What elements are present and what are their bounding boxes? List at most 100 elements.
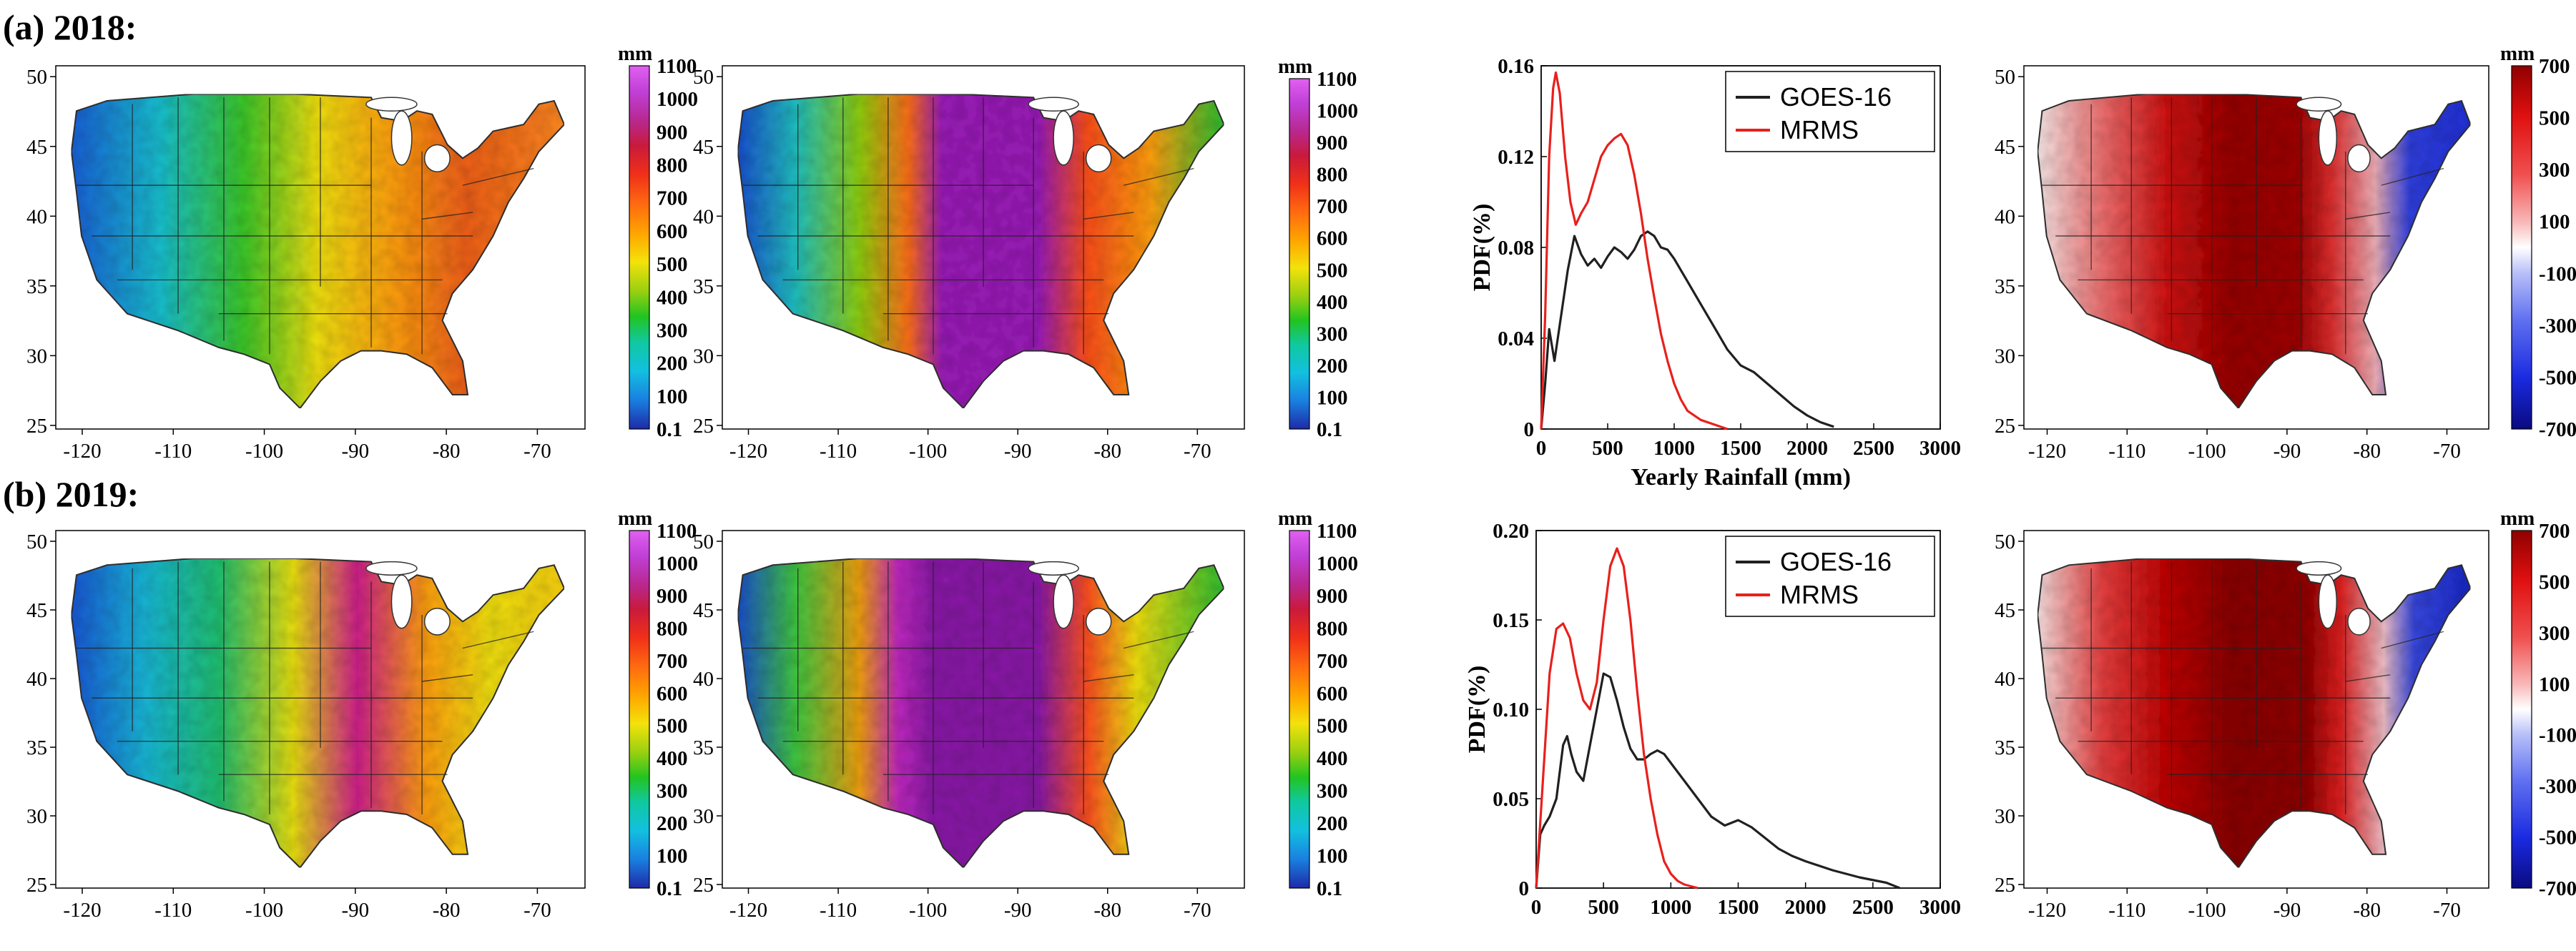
lon-tick-label: -120 (729, 440, 767, 463)
lon-tick-label: -80 (2353, 440, 2381, 463)
colorbar-label: 100 (2539, 673, 2570, 696)
state-border (1083, 212, 1134, 220)
colorbar-label: 900 (657, 121, 688, 144)
lake-huron (2347, 607, 2371, 636)
colorbar-unit: mm (618, 42, 652, 65)
lon-tick-label: -70 (523, 440, 551, 463)
colorbar-gradient (1289, 78, 1310, 430)
colorbar-label: 700 (2539, 55, 2570, 78)
colorbar-label: 500 (657, 253, 688, 276)
lon-tick-label: -110 (154, 440, 192, 463)
lat-tick-label: 50 (26, 531, 47, 553)
lat-tick-label: 40 (1995, 205, 2015, 228)
colorbar-gradient (629, 530, 650, 889)
state-border (1124, 631, 1194, 649)
colorbar-label: 200 (657, 353, 688, 375)
lon-tick-label: -80 (433, 899, 461, 922)
lake-superior (365, 561, 418, 576)
lon-tick-label: -70 (1184, 899, 1211, 922)
state-border (421, 212, 473, 220)
map-2019-mrms: -120 -110 -100 -90 -80 -70 50 45 40 35 30 25 (693, 530, 1245, 922)
lon-tick-label: -120 (63, 440, 101, 463)
legend-entry: MRMS (1780, 115, 1859, 144)
colorbar-label: 400 (657, 747, 688, 770)
colorbar-label: -500 (2539, 827, 2576, 849)
colorbar-label: -100 (2539, 724, 2576, 747)
colorbar-label: 900 (1317, 132, 1348, 154)
lat-tick-label: 45 (26, 599, 47, 622)
colorbar-label: 100 (1317, 845, 1348, 868)
colorbar-label: 1100 (1317, 68, 1357, 91)
y-tick-label: 0.12 (1498, 146, 1534, 169)
colorbar-label: 300 (657, 780, 688, 803)
colorbar-label: 700 (657, 187, 688, 210)
colorbar-label: 1000 (657, 552, 698, 575)
lon-tick-label: -120 (63, 899, 101, 922)
colorbar-unit: mm (2500, 42, 2535, 65)
conus-field (70, 558, 566, 869)
lake-superior (2296, 97, 2342, 112)
state-border (1124, 167, 1194, 186)
map-2018-goes16: -120 -110 -100 -90 -80 -70 50 45 40 35 30 25 (26, 65, 586, 463)
colorbar-label: 1000 (657, 88, 698, 111)
lake-michigan (1053, 574, 1074, 629)
colorbar-label: 100 (2539, 211, 2570, 234)
y-axis-label: PDF(%) (1469, 204, 1495, 292)
lake-michigan (1053, 110, 1074, 166)
colorbar-label: 100 (1317, 386, 1348, 409)
y-tick-label: 0.05 (1493, 788, 1529, 811)
colorbar-label: 700 (1317, 195, 1348, 218)
colorbar-label: 300 (2539, 622, 2570, 645)
colorbar-label: 100 (657, 385, 688, 408)
y-axis-label: PDF(%) (1464, 666, 1490, 754)
lon-tick-label: -100 (245, 899, 283, 922)
colorbar-label: 200 (657, 812, 688, 835)
lat-tick-label: 30 (693, 805, 714, 828)
legend-box (1725, 536, 1935, 617)
lon-tick-label: -90 (2273, 899, 2301, 922)
lon-tick-label: -90 (1004, 899, 1032, 922)
lake-michigan (390, 110, 413, 166)
lat-tick-label: 25 (1995, 874, 2015, 897)
colorbar-label: 0.1 (1317, 877, 1342, 900)
colorbar-unit: mm (1278, 507, 1312, 530)
lon-tick-label: -100 (2188, 899, 2226, 922)
lon-tick-label: -80 (1093, 440, 1121, 463)
lat-tick-label: 45 (693, 599, 714, 622)
lat-tick-label: 35 (1995, 275, 2015, 298)
colorbar-gradient (629, 65, 650, 430)
colorbar-label: -700 (2539, 418, 2576, 441)
colorbar-gradient (2511, 530, 2532, 889)
lake-michigan (2318, 574, 2338, 629)
lon-tick-label: -120 (2028, 899, 2066, 922)
y-tick-label: 0.10 (1493, 699, 1529, 721)
lon-tick-label: -110 (820, 440, 857, 463)
colorbar-label: 500 (2539, 571, 2570, 593)
lon-tick-label: -110 (154, 899, 192, 922)
colorbar-label: 700 (1317, 650, 1348, 673)
lat-tick-label: 45 (1995, 599, 2015, 622)
lon-tick-label: -120 (2028, 440, 2066, 463)
lat-tick-label: 50 (26, 66, 47, 89)
lat-tick-label: 30 (26, 345, 47, 368)
lake-superior (1028, 97, 1079, 112)
lat-tick-label: 30 (1995, 805, 2015, 828)
colorbar-label: 500 (1317, 715, 1348, 738)
lon-tick-label: -100 (909, 440, 947, 463)
lat-tick-label: 30 (1995, 345, 2015, 368)
lon-tick-label: -70 (1184, 440, 1211, 463)
colorbar-label: 1100 (657, 520, 697, 543)
colorbar-unit: mm (2500, 507, 2535, 530)
lake-michigan (390, 574, 413, 629)
colorbar-label: 700 (657, 650, 688, 673)
lon-tick-label: -90 (2273, 440, 2301, 463)
y-tick-label: 0.08 (1498, 237, 1534, 260)
state-border (1083, 674, 1134, 682)
state-border (2345, 212, 2391, 220)
x-tick-label: 500 (1592, 437, 1623, 460)
colorbar-label: 100 (657, 845, 688, 868)
colorbar-label: 800 (657, 154, 688, 177)
lat-tick-label: 50 (1995, 66, 2015, 89)
